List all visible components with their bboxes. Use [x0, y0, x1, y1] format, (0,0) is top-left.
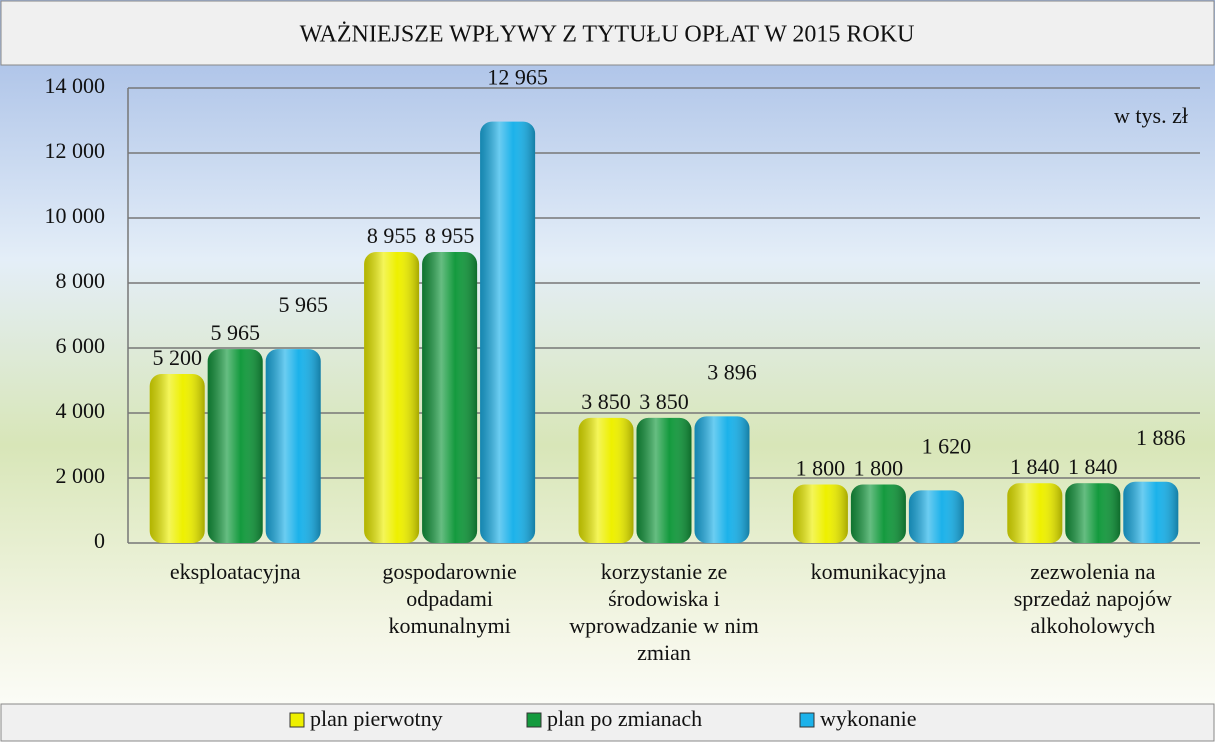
y-tick-label: 0 — [94, 528, 105, 553]
bar-shine — [364, 251, 420, 543]
x-tick-label: eksploatacyjna — [169, 559, 301, 584]
bar-shine — [1123, 481, 1179, 543]
bar-shine — [792, 484, 848, 543]
legend-swatch — [289, 712, 305, 728]
legend-label: wykonanie — [820, 706, 917, 731]
bar-shine — [265, 349, 321, 543]
bar-shine — [850, 484, 906, 543]
unit-note: w tys. zł — [1114, 103, 1188, 128]
value-label: 5 200 — [152, 345, 202, 370]
legend-bar — [0, 703, 1215, 742]
y-tick-label: 4 000 — [56, 398, 106, 423]
x-tick-label: komunikacyjna — [810, 559, 947, 584]
value-label: 8 955 — [425, 223, 475, 248]
value-label: 12 965 — [487, 65, 548, 90]
bar-shine — [636, 417, 692, 543]
bar-shine — [149, 374, 205, 543]
value-label: 8 955 — [367, 223, 417, 248]
y-tick-label: 10 000 — [45, 203, 106, 228]
y-tick-label: 6 000 — [56, 333, 106, 358]
legend-label: plan po zmianach — [547, 706, 702, 731]
value-label: 3 896 — [707, 359, 757, 384]
bar-shine — [480, 121, 536, 543]
y-tick-label: 14 000 — [45, 73, 106, 98]
legend-swatch — [799, 712, 815, 728]
title-bar — [0, 0, 1215, 66]
x-tick-label: korzystanie ze środowiska i wprowadzanie… — [569, 559, 759, 665]
value-label: 1 840 — [1068, 454, 1118, 479]
bar-shine — [694, 416, 750, 543]
value-label: 5 965 — [278, 292, 328, 317]
bar-shine — [578, 417, 634, 543]
legend-swatch — [526, 712, 542, 728]
value-label: 1 800 — [854, 456, 904, 481]
value-label: 1 620 — [922, 433, 972, 458]
bar-shine — [207, 349, 263, 543]
value-label: 3 850 — [639, 389, 689, 414]
bar-shine — [1007, 483, 1063, 543]
value-label: 1 800 — [796, 456, 846, 481]
legend-label: plan pierwotny — [310, 706, 443, 731]
x-tick-label: gospodarownie odpadami komunalnymi — [382, 559, 517, 638]
chart-title: WAŻNIEJSZE WPŁYWY Z TYTUŁU OPŁAT W 2015 … — [300, 22, 915, 48]
value-label: 1 886 — [1136, 425, 1186, 450]
y-tick-label: 8 000 — [56, 268, 106, 293]
value-label: 1 840 — [1010, 454, 1060, 479]
bar-shine — [422, 251, 478, 543]
bar-shine — [908, 490, 964, 543]
bar-shine — [1065, 483, 1121, 543]
y-tick-label: 12 000 — [45, 138, 106, 163]
x-tick-label: zezwolenia na sprzedaż napojów alkoholow… — [1013, 559, 1172, 638]
value-label: 5 965 — [210, 320, 260, 345]
value-label: 3 850 — [581, 389, 631, 414]
y-tick-label: 2 000 — [56, 463, 106, 488]
